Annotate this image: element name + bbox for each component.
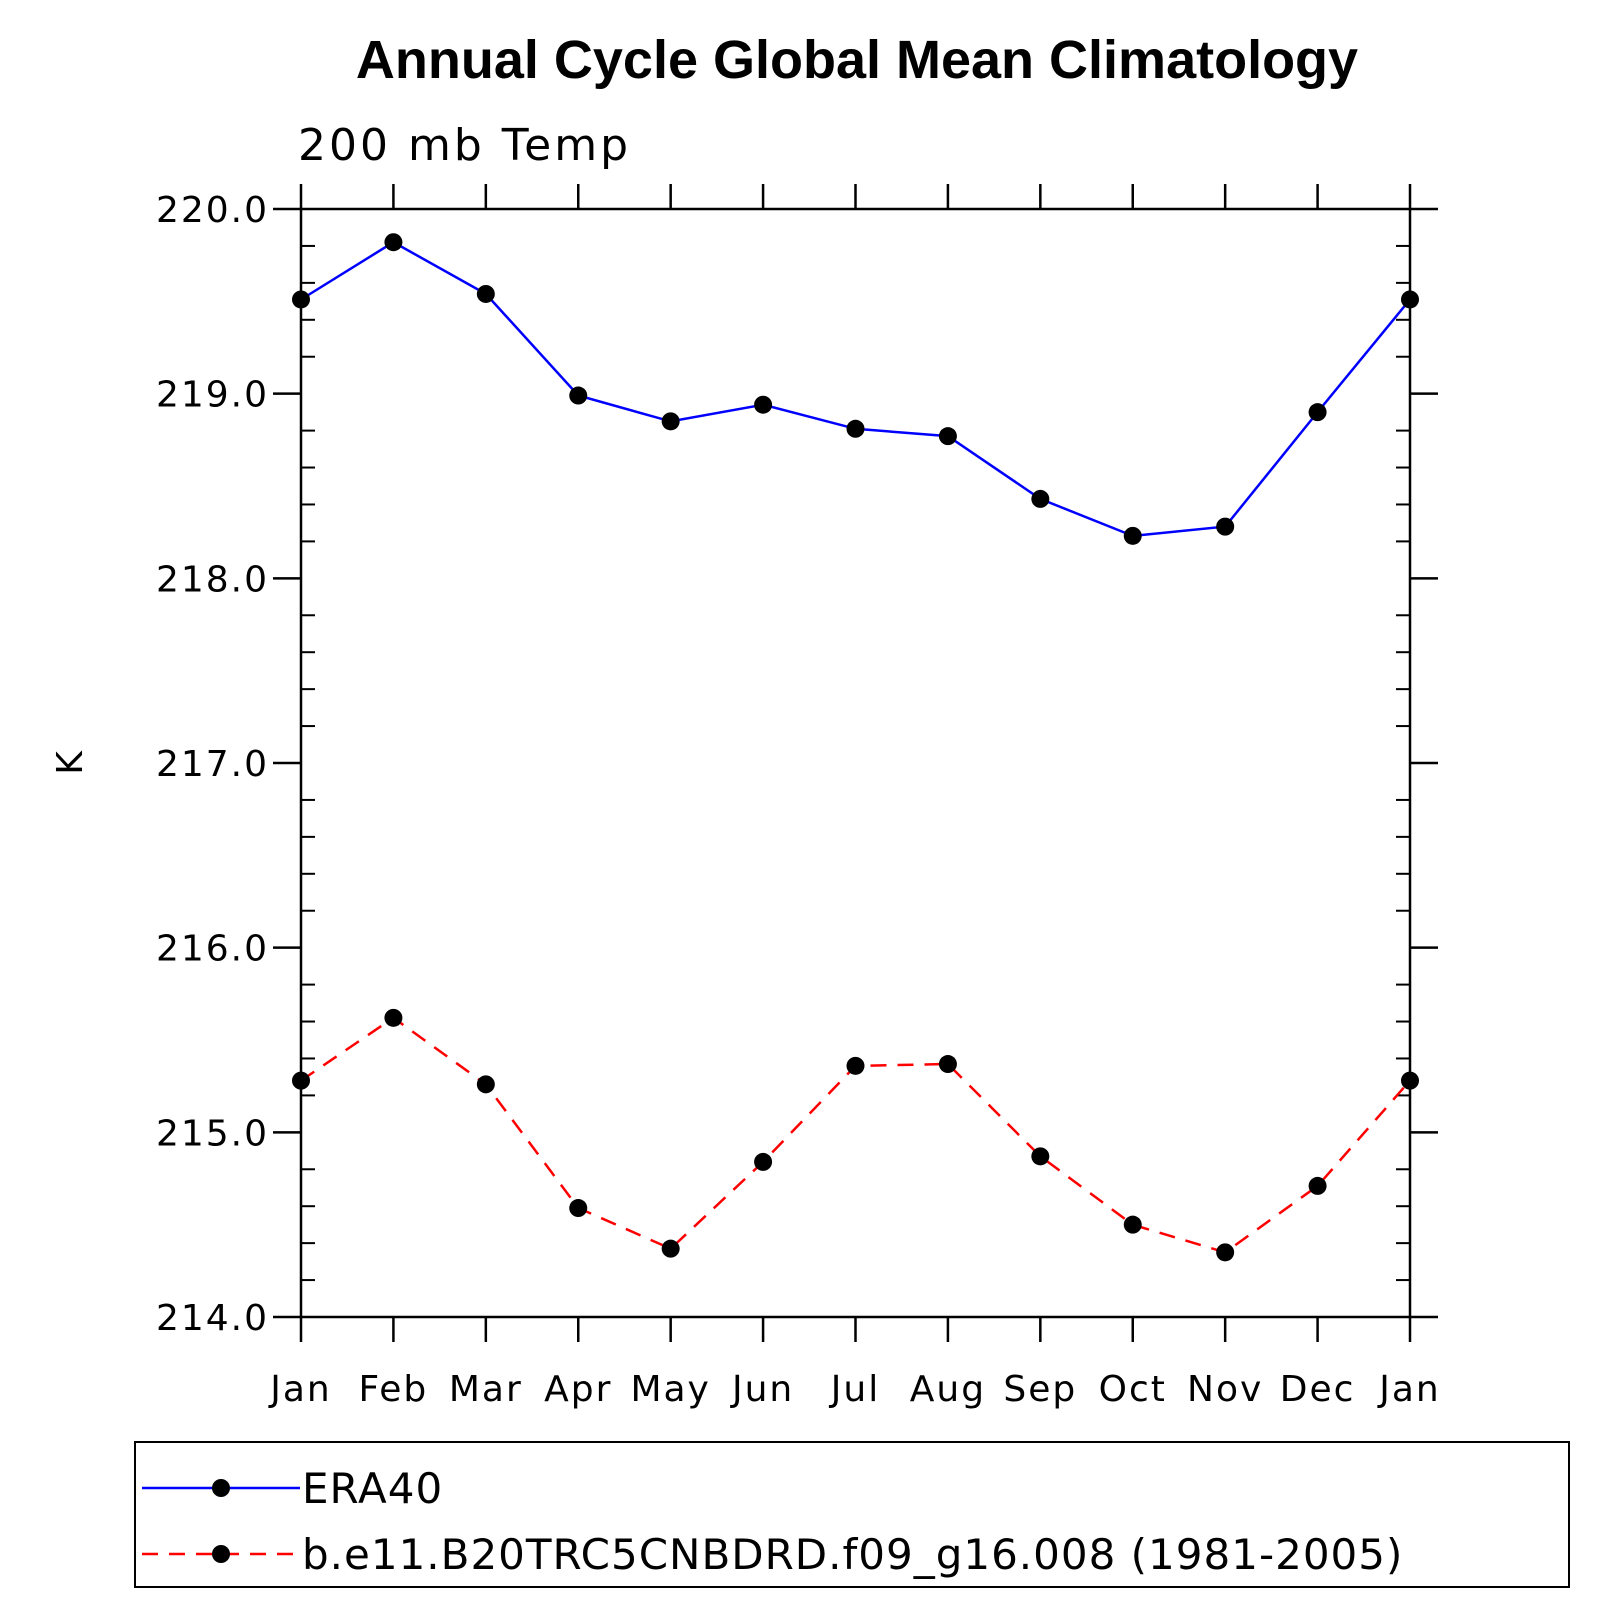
data-point (661, 1239, 680, 1258)
y-axis-label: K (50, 750, 91, 775)
x-tick-label: Apr (544, 1369, 612, 1410)
data-point (569, 1199, 588, 1218)
legend-label-era40: ERA40 (302, 1464, 443, 1513)
y-tick-label: 220.0 (156, 190, 269, 231)
data-point (846, 1056, 865, 1075)
data-point (754, 1152, 773, 1171)
data-point (384, 1008, 403, 1027)
data-point (569, 386, 588, 405)
data-point (292, 290, 310, 309)
data-point (938, 1055, 957, 1074)
legend-label-model: b.e11.B20TRC5CNBDRD.f09_g16.008 (1981-20… (302, 1530, 1403, 1579)
y-tick-label: 218.0 (156, 559, 269, 600)
x-tick-label: Dec (1280, 1369, 1356, 1410)
y-tick-label: 214.0 (156, 1298, 269, 1339)
axes: Jan Feb Mar Apr May Jun Jul Aug Sep Oct Nov Dec Jan 2… (156, 184, 1441, 1410)
legend-marker-model (212, 1545, 230, 1563)
data-point (1031, 489, 1050, 508)
y-tick-label: 215.0 (156, 1113, 269, 1154)
data-point (476, 284, 495, 303)
x-tick-label: Aug (910, 1369, 986, 1410)
data-point (476, 1075, 495, 1094)
data-point (292, 1071, 310, 1090)
x-tick-label: Mar (449, 1369, 523, 1410)
legend: ERA40 b.e11.B20TRC5CNBDRD.f09_g16.008 (1… (134, 1441, 1570, 1588)
data-point (1123, 1215, 1142, 1234)
x-tick-label: Nov (1187, 1369, 1263, 1410)
data-point (754, 395, 773, 414)
x-tick-label: Sep (1003, 1369, 1077, 1410)
legend-box (134, 1441, 1570, 1588)
data-point (1308, 1176, 1327, 1195)
data-point (1031, 1147, 1050, 1166)
data-point (938, 427, 957, 446)
x-tick-label: Feb (359, 1369, 429, 1410)
series-line-model (300, 1016, 1411, 1254)
data-point (1401, 1071, 1419, 1090)
x-tick-label: Jan (268, 1369, 332, 1410)
data-point (1123, 526, 1142, 545)
data-point (661, 412, 680, 431)
data-point (1308, 403, 1327, 422)
x-tick-label: Jan (1377, 1369, 1441, 1410)
plot-frame (299, 207, 1412, 1319)
x-tick-label: May (630, 1369, 710, 1410)
data-point (1216, 517, 1235, 536)
y-tick-label: 216.0 (156, 929, 269, 970)
x-tick-label: Jun (730, 1369, 794, 1410)
x-tick-label: Oct (1099, 1369, 1167, 1410)
data-point (1216, 1243, 1235, 1262)
chart-title: Annual Cycle Global Mean Climatology (356, 30, 1358, 90)
data-point (384, 233, 403, 252)
series-group (292, 233, 1419, 1262)
chart-subtitle: 200 mb Temp (298, 120, 631, 171)
x-tick-label: Jul (829, 1369, 880, 1410)
data-point (1401, 290, 1419, 309)
series-line-era40 (300, 240, 1411, 538)
y-tick-label: 219.0 (156, 375, 269, 416)
y-tick-label: 217.0 (156, 744, 269, 785)
data-point (846, 419, 865, 438)
legend-marker-era40 (212, 1479, 230, 1497)
